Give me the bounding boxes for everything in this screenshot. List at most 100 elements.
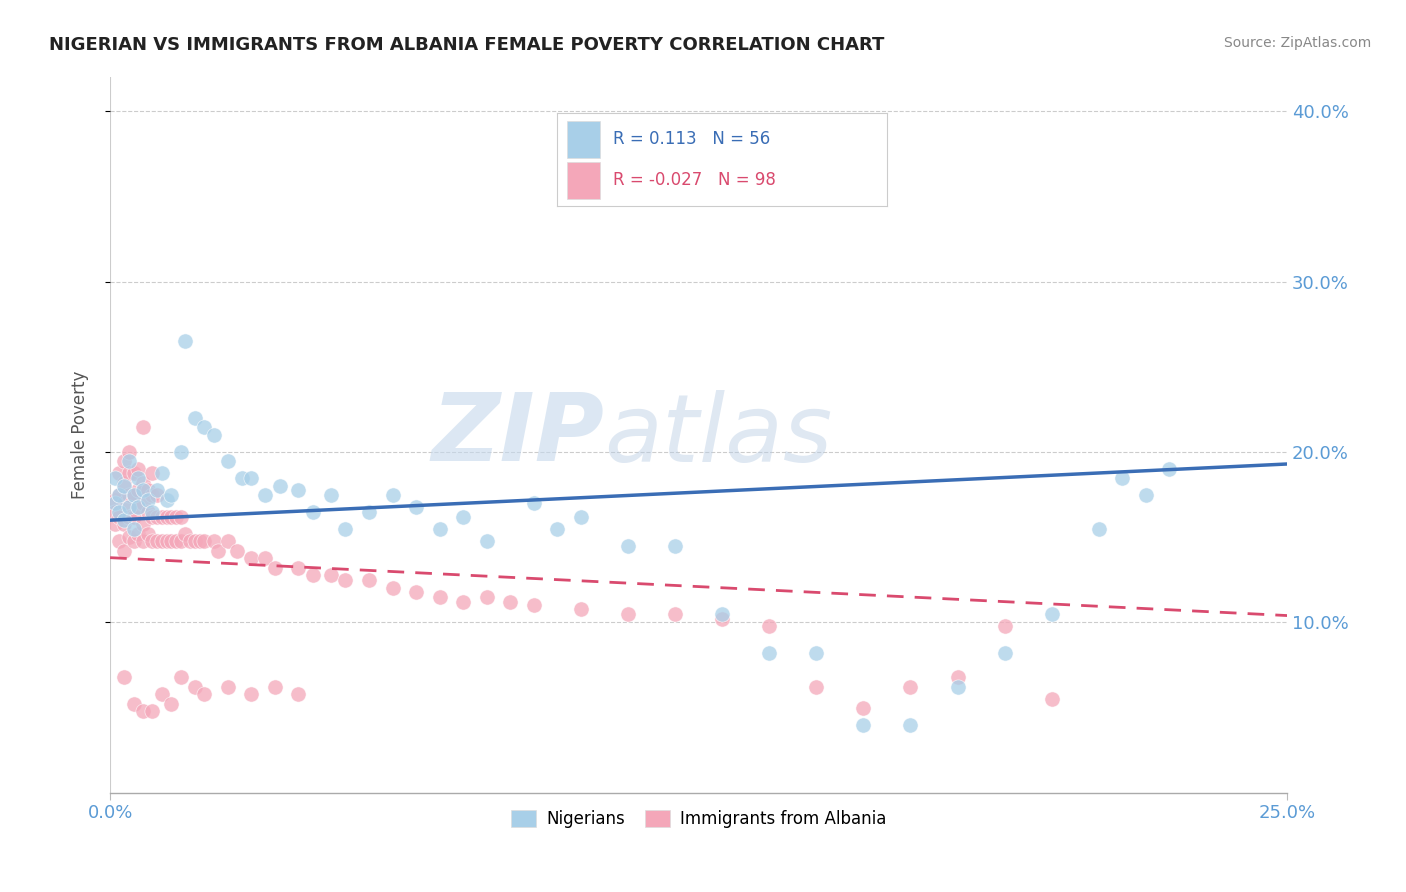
Point: [170, 509, 193, 524]
Point: [108, 488, 131, 502]
Point: [240, 687, 263, 701]
Point: [122, 533, 145, 548]
Point: [240, 470, 263, 484]
Point: [118, 445, 141, 459]
Point: [231, 470, 253, 484]
Point: [405, 584, 427, 599]
Point: [141, 509, 163, 524]
Point: [994, 646, 1017, 660]
Point: [569, 601, 592, 615]
Point: [127, 500, 149, 514]
Point: [758, 619, 780, 633]
Point: [357, 573, 380, 587]
Point: [429, 590, 451, 604]
Point: [664, 539, 686, 553]
Point: [108, 505, 131, 519]
Point: [170, 445, 193, 459]
Point: [146, 533, 169, 548]
Text: NIGERIAN VS IMMIGRANTS FROM ALBANIA FEMALE POVERTY CORRELATION CHART: NIGERIAN VS IMMIGRANTS FROM ALBANIA FEMA…: [49, 36, 884, 54]
Point: [136, 492, 159, 507]
Point: [546, 522, 568, 536]
Point: [900, 717, 922, 731]
Point: [104, 496, 127, 510]
Point: [254, 488, 277, 502]
Point: [122, 697, 145, 711]
Point: [160, 509, 183, 524]
Point: [127, 483, 149, 497]
Point: [475, 533, 498, 548]
Point: [287, 561, 309, 575]
Point: [301, 567, 323, 582]
Point: [136, 526, 159, 541]
Point: [174, 334, 197, 349]
Point: [321, 567, 343, 582]
Point: [108, 509, 131, 524]
Point: [1040, 692, 1063, 706]
Point: [335, 573, 357, 587]
Point: [335, 522, 357, 536]
Point: [112, 496, 135, 510]
Point: [475, 590, 498, 604]
Point: [132, 419, 155, 434]
Point: [226, 544, 249, 558]
Point: [132, 516, 155, 531]
Point: [946, 670, 969, 684]
Point: [806, 646, 828, 660]
Point: [141, 488, 163, 502]
Point: [254, 550, 277, 565]
Point: [217, 453, 239, 467]
Point: [900, 680, 922, 694]
Point: [758, 646, 780, 660]
Point: [122, 522, 145, 536]
Point: [104, 492, 127, 507]
Point: [499, 595, 522, 609]
Y-axis label: Female Poverty: Female Poverty: [72, 371, 89, 500]
Point: [141, 533, 163, 548]
Point: [112, 516, 135, 531]
Point: [146, 483, 169, 497]
Point: [287, 483, 309, 497]
Point: [806, 680, 828, 694]
Point: [1159, 462, 1181, 476]
Point: [217, 680, 239, 694]
Point: [118, 466, 141, 480]
Point: [112, 544, 135, 558]
Point: [112, 475, 135, 490]
Point: [118, 488, 141, 502]
Point: [184, 411, 207, 425]
Point: [150, 533, 173, 548]
Point: [240, 550, 263, 565]
Point: [155, 492, 177, 507]
Point: [170, 670, 193, 684]
Point: [569, 509, 592, 524]
Point: [357, 505, 380, 519]
Point: [381, 582, 404, 596]
Point: [104, 470, 127, 484]
Point: [1087, 522, 1109, 536]
Text: atlas: atlas: [605, 390, 832, 481]
Point: [179, 533, 201, 548]
Point: [193, 419, 215, 434]
Point: [127, 526, 149, 541]
Point: [150, 687, 173, 701]
Point: [127, 470, 149, 484]
Point: [132, 475, 155, 490]
Point: [136, 483, 159, 497]
Point: [141, 505, 163, 519]
Point: [132, 533, 155, 548]
Point: [108, 488, 131, 502]
Point: [711, 612, 734, 626]
Point: [994, 619, 1017, 633]
Point: [405, 500, 427, 514]
Point: [146, 509, 169, 524]
Point: [118, 453, 141, 467]
Point: [1111, 470, 1133, 484]
Point: [136, 505, 159, 519]
Point: [122, 488, 145, 502]
Point: [141, 704, 163, 718]
Point: [852, 700, 875, 714]
Point: [188, 533, 211, 548]
Legend: Nigerians, Immigrants from Albania: Nigerians, Immigrants from Albania: [505, 803, 893, 834]
Point: [207, 544, 229, 558]
Point: [165, 509, 187, 524]
